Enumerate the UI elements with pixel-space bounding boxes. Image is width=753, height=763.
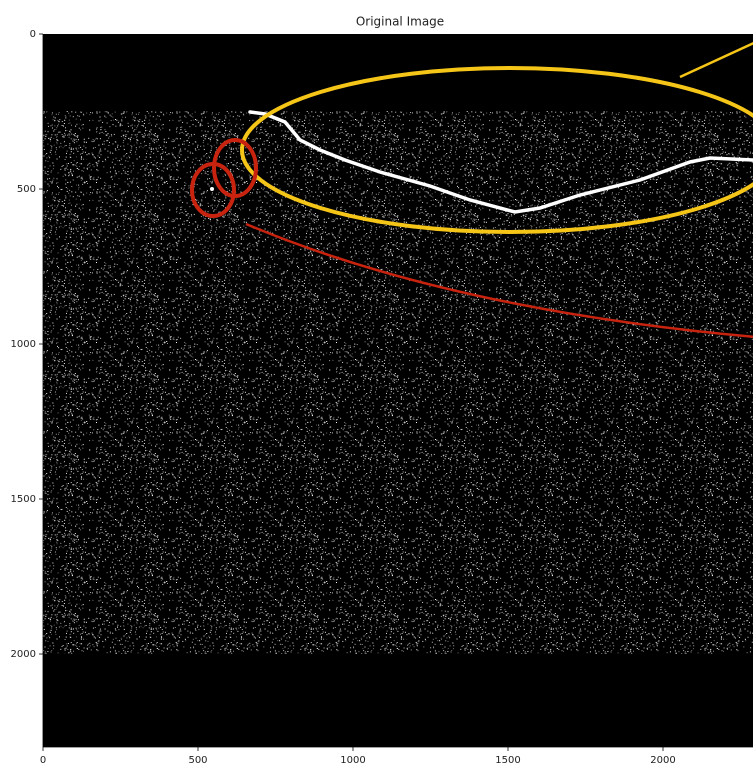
image-area (43, 34, 753, 747)
x-tick-label: 1000 (340, 755, 365, 763)
x-tick-label: 0 (40, 755, 46, 763)
bright-dot (210, 187, 214, 191)
noise-band (43, 111, 753, 654)
y-tick-label: 1500 (11, 494, 36, 505)
y-tick-label: 0 (30, 29, 36, 40)
y-tick-label: 2000 (11, 649, 36, 660)
chart-title: Original Image (356, 15, 444, 29)
x-tick-label: 1500 (495, 755, 520, 763)
chart: Original Image 0 500 1000 1500 2000 0 500 1000 1… (0, 0, 753, 763)
x-tick-label: 500 (188, 755, 207, 763)
x-tick-label: 2000 (650, 755, 675, 763)
y-tick-label: 500 (17, 184, 36, 195)
y-tick-label: 1000 (11, 339, 36, 350)
